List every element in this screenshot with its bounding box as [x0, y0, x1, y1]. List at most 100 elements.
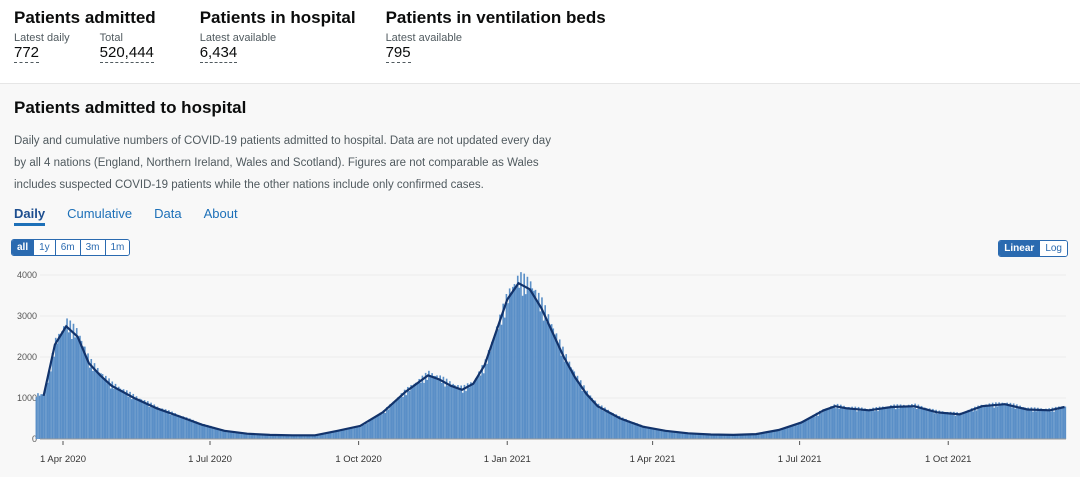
bar — [966, 411, 968, 439]
metric: Latest available 6,434 — [199, 32, 276, 63]
bar — [794, 423, 797, 439]
bar — [105, 375, 107, 439]
bar — [581, 390, 584, 439]
bar — [453, 385, 456, 439]
bar — [841, 407, 844, 439]
bar — [326, 432, 328, 439]
bar — [449, 381, 451, 439]
bar — [1038, 410, 1041, 439]
tab-about[interactable]: About — [203, 206, 238, 221]
bar — [239, 432, 241, 439]
bar — [331, 432, 333, 439]
bar — [840, 404, 842, 439]
bar — [886, 406, 889, 439]
bar — [465, 391, 467, 439]
bar — [216, 428, 219, 439]
bar — [466, 383, 469, 439]
bar — [357, 426, 359, 439]
card-title: Patients admitted to hospital — [14, 98, 247, 117]
bar — [452, 383, 454, 439]
bar — [890, 405, 892, 439]
bar — [631, 422, 634, 439]
log-scale-button[interactable]: Log — [1039, 241, 1067, 256]
bar — [145, 404, 147, 439]
bar — [972, 411, 975, 439]
bar — [421, 375, 424, 439]
bar — [287, 434, 290, 439]
bar — [563, 361, 566, 439]
bar — [460, 385, 462, 439]
bar — [568, 361, 571, 439]
bar — [507, 303, 509, 439]
bar — [780, 428, 782, 439]
range-1y-button[interactable]: 1y — [33, 240, 55, 255]
bar — [384, 412, 387, 439]
bar — [227, 430, 230, 439]
bar — [964, 411, 966, 439]
range-all-button[interactable]: all — [12, 240, 34, 255]
bar — [804, 419, 807, 439]
bar — [600, 405, 603, 439]
bar — [279, 435, 282, 439]
bar — [686, 433, 689, 439]
metric-value[interactable]: 795 — [385, 44, 411, 63]
bar — [883, 407, 886, 439]
bar — [714, 434, 716, 439]
bar — [588, 395, 590, 439]
bar — [570, 367, 572, 439]
bar — [578, 384, 580, 439]
bar — [697, 434, 700, 439]
bar — [660, 429, 663, 439]
bar — [313, 435, 315, 439]
summary-block: Patients in ventilation beds Latest avail… — [385, 8, 606, 83]
metric-value[interactable]: 772 — [14, 44, 40, 63]
bar — [302, 435, 304, 439]
bar — [628, 420, 630, 439]
bar — [273, 434, 275, 439]
bar — [851, 406, 853, 439]
linear-scale-button[interactable]: Linear — [999, 241, 1040, 256]
metric-value[interactable]: 6,434 — [199, 44, 238, 63]
bar — [471, 383, 474, 439]
bar — [536, 300, 538, 439]
daily-admissions-chart: 0 1000 2000 3000 4000 1 Apr 2020 1 Jul 2020 1 O… — [17, 270, 1067, 465]
range-1m-button[interactable]: 1m — [104, 240, 130, 255]
bar — [399, 398, 401, 439]
bar — [424, 372, 427, 439]
bar — [1061, 406, 1063, 439]
bar — [229, 431, 231, 439]
bar — [502, 303, 504, 439]
bar — [58, 333, 60, 439]
bar — [571, 369, 574, 439]
range-3m-button[interactable]: 3m — [79, 240, 105, 255]
bar — [305, 435, 307, 439]
bar — [710, 434, 713, 439]
bar — [79, 335, 81, 439]
bar — [478, 371, 480, 439]
range-6m-button[interactable]: 6m — [54, 240, 80, 255]
bar — [189, 418, 191, 439]
bar — [497, 329, 500, 439]
bar — [386, 407, 388, 439]
bar — [537, 292, 540, 439]
bar — [231, 431, 233, 439]
tab-cumulative[interactable]: Cumulative — [67, 206, 133, 221]
bar — [1050, 411, 1052, 439]
bar — [948, 413, 950, 439]
bar — [297, 435, 299, 439]
bar — [84, 346, 86, 439]
bar — [525, 294, 527, 439]
metric-label: Total — [99, 32, 123, 44]
bar — [823, 410, 826, 439]
bar — [1025, 408, 1028, 439]
bar — [240, 432, 243, 439]
bar — [857, 406, 860, 439]
bar — [300, 435, 303, 439]
tab-daily[interactable]: Daily — [14, 206, 46, 226]
bar — [528, 289, 530, 439]
metric-value[interactable]: 520,444 — [99, 44, 154, 63]
bar — [197, 422, 199, 439]
bar — [1008, 405, 1010, 439]
tab-data[interactable]: Data — [154, 206, 182, 221]
bar — [647, 427, 650, 439]
